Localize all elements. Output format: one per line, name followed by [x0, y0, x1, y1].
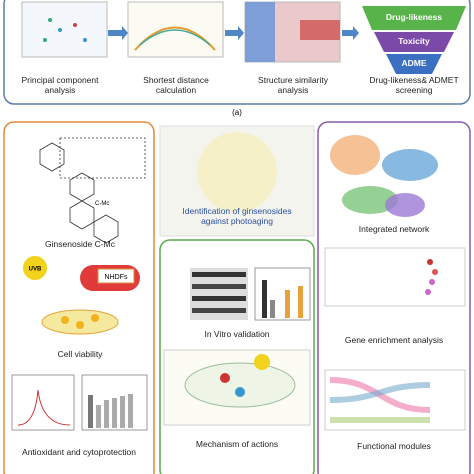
compound-tag: C-Mc [95, 201, 109, 207]
left-frame [3, 121, 155, 474]
step-label: Principal component analysis [21, 75, 99, 95]
ginseng-circle [197, 132, 277, 212]
funnel-label: Toxicity [398, 36, 430, 46]
right-frame [317, 121, 471, 474]
funnel [362, 6, 466, 74]
cell-tube [41, 265, 140, 335]
compound-name: Ginsenoside C-Mc [45, 239, 115, 249]
network-label: Integrated network [358, 224, 430, 234]
panel-a-frame [3, 0, 471, 105]
result-label: Antioxidant and cytoprotection [22, 447, 136, 457]
heatmap [244, 1, 341, 63]
step-label: Shortest distance calculation [143, 75, 209, 95]
viability-label: Cell viability [57, 349, 103, 359]
network-graph [330, 135, 438, 217]
mechanism-diagram [163, 349, 311, 426]
western-blot [190, 267, 311, 321]
assay-plots [11, 374, 148, 431]
center-frame [159, 239, 315, 474]
uvb-lamp [23, 256, 47, 280]
sankey [324, 369, 466, 431]
distance-plot [127, 1, 224, 58]
validation-label: In Vitro validation [204, 329, 270, 339]
mechanism-label: Mechanism of actions [195, 439, 279, 449]
panel-label: (a) [232, 108, 242, 117]
center-title: Identification of ginsenosides against p… [182, 206, 292, 226]
modules-label: Functional modules [357, 441, 431, 451]
enrichment-plot [324, 247, 466, 307]
pca-plot [21, 1, 108, 58]
enrichment-label: Gene enrichment analysis [344, 335, 444, 345]
uvb-label: UVB [29, 267, 42, 273]
cells-label: NHDFs [105, 274, 128, 281]
step-arrows [108, 26, 359, 40]
funnel-label: Drug-likeness [385, 12, 443, 22]
step-label: Structure similarity analysis [258, 75, 328, 95]
step-label: Drug-likeness& ADMET screening [369, 75, 459, 95]
funnel-label: ADME [401, 58, 427, 68]
molecule [39, 137, 146, 244]
